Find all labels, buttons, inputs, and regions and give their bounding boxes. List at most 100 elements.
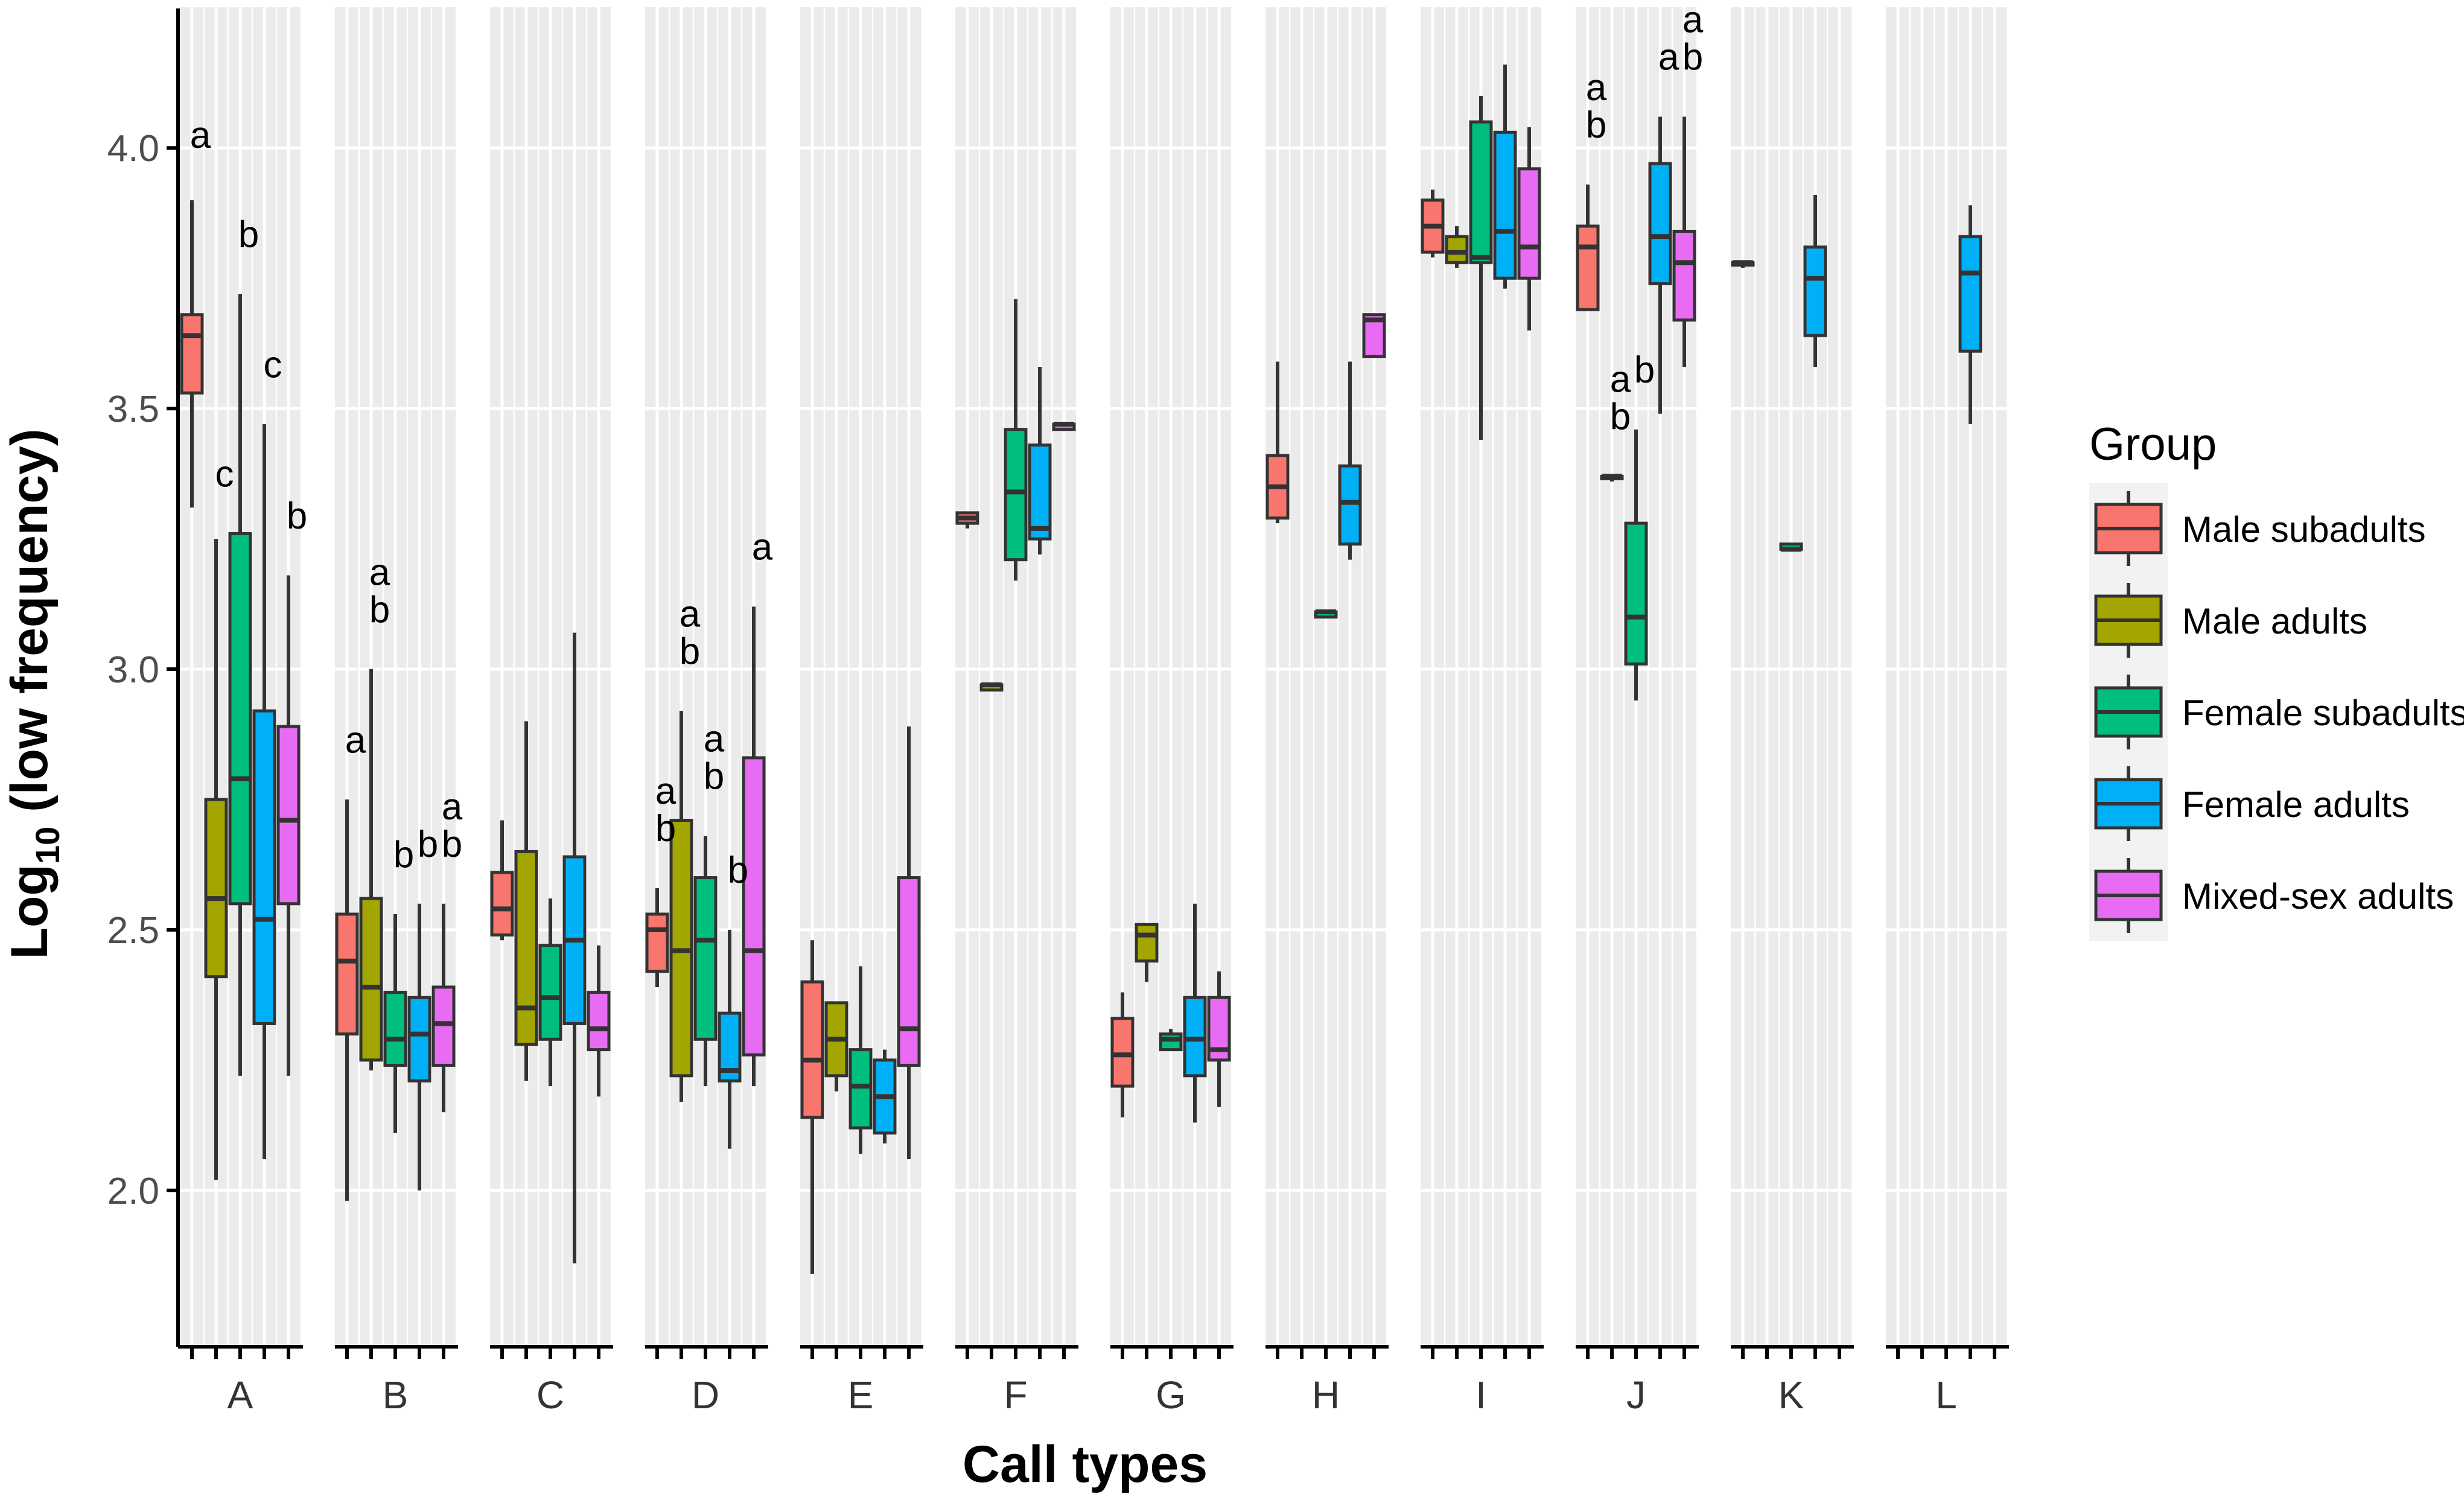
box-F-4 [1052,422,1076,431]
box-C-1 [514,721,538,1081]
significance-letter: a [442,786,463,828]
box-B-4 [431,903,456,1113]
y-axis-title-suffix: (low frequency) [1,428,59,826]
significance-letter: c [215,454,234,495]
box-J-3 [1648,116,1672,414]
y-tick-label: 2.5 [107,910,159,952]
box-D-4 [742,606,766,1087]
y-axis-title-prefix: Log [1,864,59,959]
box-B-2 [383,914,407,1133]
box-body [383,991,407,1067]
box-body [1493,130,1517,280]
box-G-1 [1135,923,1159,982]
x-tick-label: K [1778,1373,1804,1417]
legend-label: Male adults [2182,601,2367,641]
box-body [407,996,431,1082]
significance-letter: a [1682,0,1704,41]
box-A-0 [180,200,204,508]
box-K-0 [1731,260,1755,268]
box-G-0 [1110,992,1135,1117]
box-body [1517,167,1541,280]
significance-letter: a [655,771,676,812]
box-body [276,725,301,906]
boxes-layer [180,65,1982,1274]
y-tick-label: 4.0 [107,128,159,170]
legend-item: Male adults [2094,583,2367,658]
box-A-2 [228,294,252,1076]
box-body [693,876,718,1041]
box-body [1135,923,1159,963]
significance-letter: b [1610,396,1631,438]
x-tick-label: G [1156,1373,1186,1417]
box-J-4 [1672,116,1696,367]
box-body [1672,229,1696,322]
box-body [1958,235,1982,353]
box-B-1 [359,669,383,1071]
axes-layer [176,8,2009,1359]
box-body [228,532,252,906]
box-F-0 [955,511,979,529]
box-body [514,850,538,1046]
box-E-0 [800,940,824,1274]
box-D-2 [693,836,718,1087]
box-I-2 [1469,95,1493,440]
x-tick-label: E [848,1373,874,1417]
panels-layer [180,7,2007,1347]
box-G-2 [1159,1029,1183,1052]
box-G-4 [1207,971,1231,1107]
box-D-0 [645,888,669,987]
x-axis-title: Call types [963,1435,1208,1493]
box-H-2 [1314,609,1338,619]
legend-label: Male subadults [2182,509,2426,550]
x-tick-label: B [383,1373,409,1417]
box-H-0 [1265,361,1290,524]
significance-letter: b [238,214,259,255]
box-K-2 [1779,542,1803,552]
box-body [742,756,766,1057]
legend-item: Female adults [2094,766,2410,841]
significance-letter: a [369,551,390,593]
y-tick-label: 2.0 [107,1171,159,1212]
box-body [645,912,669,973]
box-body [1469,120,1493,264]
box-I-4 [1517,127,1541,331]
legend-label: Mixed-sex adults [2182,876,2454,917]
legend-label: Female adults [2182,784,2410,825]
box-E-1 [824,1001,848,1092]
legend-item: Male subadults [2094,491,2426,566]
box-body [1803,245,1827,337]
box-E-2 [848,966,873,1154]
box-body [1110,1017,1135,1088]
box-body [180,313,204,395]
significance-letter: c [264,344,282,386]
box-D-3 [718,929,742,1149]
significance-letter: b [728,850,748,891]
box-A-1 [204,539,228,1180]
legend-title: Group [2089,419,2217,470]
box-C-3 [562,632,587,1263]
significance-letter: a [680,593,701,635]
box-I-3 [1493,65,1517,289]
x-tick-label: J [1626,1373,1646,1417]
box-A-4 [276,575,301,1076]
box-body [1445,235,1469,264]
box-C-4 [587,945,611,1097]
box-I-1 [1445,226,1469,268]
legend-item: Mixed-sex adults [2094,858,2454,933]
significance-letter: b [287,495,307,537]
x-tick-label: H [1312,1373,1340,1417]
box-body [538,944,562,1041]
significance-letter: a [704,719,725,760]
x-tick-labels-layer: A B C D E F G H I J K L [228,1373,1957,1417]
box-L-3 [1958,205,1982,425]
box-E-3 [873,1049,897,1144]
box-D-1 [669,711,693,1102]
box-body [1648,162,1672,285]
legend-item: Female subadults [2094,675,2464,749]
box-F-3 [1028,367,1052,555]
legend: Group Male subadults Male adults Female su… [2089,419,2464,941]
y-tick-label: 3.0 [107,649,159,691]
box-I-0 [1421,189,1445,258]
y-ticks-layer: 2.0 2.5 3.0 3.5 4.0 [107,128,178,1212]
